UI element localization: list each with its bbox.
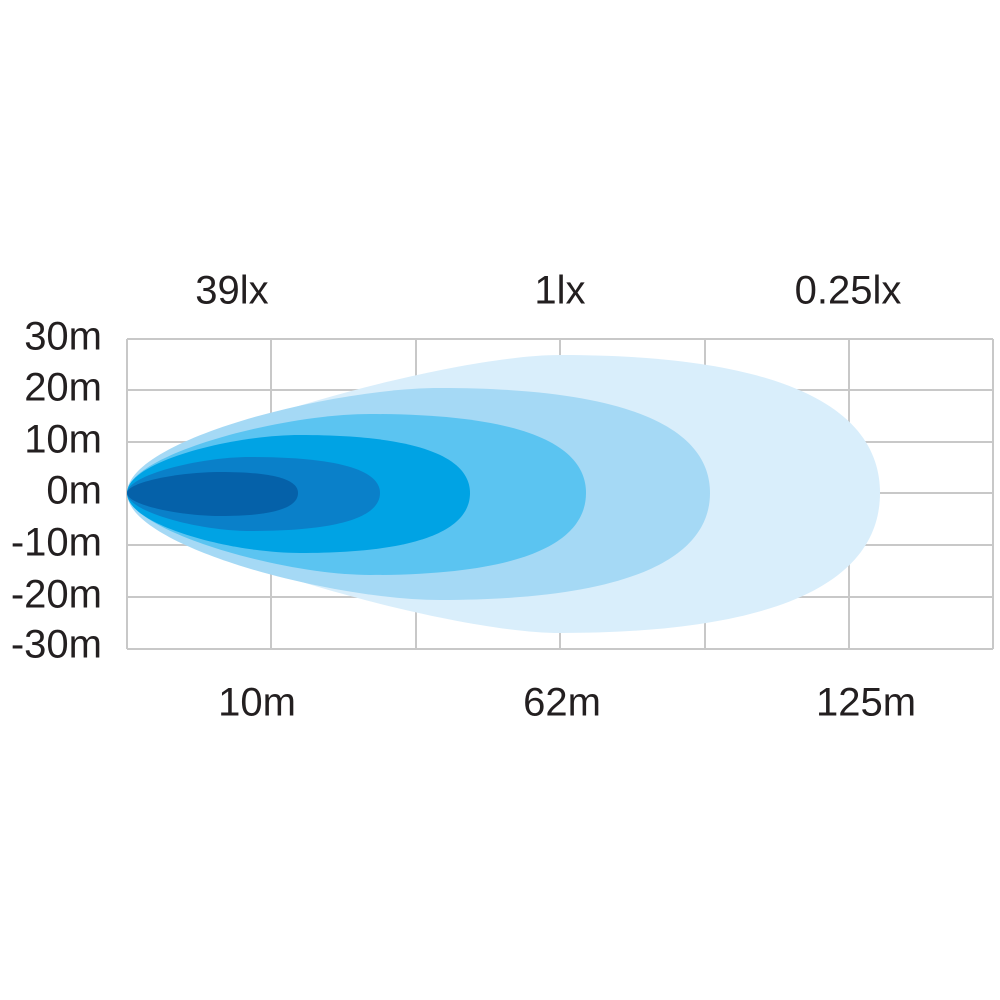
beam-lobes <box>127 355 880 633</box>
distance-label: 62m <box>523 681 601 725</box>
bottom-labels: 10m 62m 125m <box>218 681 916 725</box>
y-label: 20m <box>24 366 102 410</box>
top-labels: 39lx 1lx 0.25lx <box>195 269 901 313</box>
distance-label: 10m <box>218 681 296 725</box>
y-label: -30m <box>11 623 102 667</box>
lux-label: 0.25lx <box>795 269 902 313</box>
distance-label: 125m <box>816 681 916 725</box>
y-label: 30m <box>24 315 102 359</box>
y-labels: 30m 20m 10m 0m -10m -20m -30m <box>11 315 102 667</box>
lux-label: 1lx <box>534 269 585 313</box>
lux-label: 39lx <box>195 269 268 313</box>
y-label: -10m <box>11 521 102 565</box>
beam-lobe <box>127 472 298 516</box>
y-label: -20m <box>11 573 102 617</box>
y-label: 10m <box>24 418 102 462</box>
y-label: 0m <box>46 469 102 513</box>
